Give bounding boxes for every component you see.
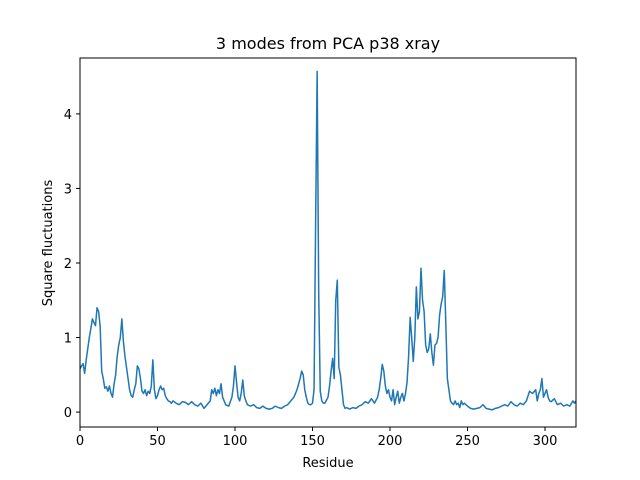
y-tick-label: 0: [64, 406, 72, 421]
y-axis-label: Square fluctuations: [41, 180, 56, 307]
y-tick-label: 3: [64, 182, 72, 197]
x-tick-label: 0: [76, 434, 84, 449]
y-axis: 0 1 2 3 4: [64, 108, 80, 421]
x-axis: 0 50 100 150 200 250 300: [76, 427, 558, 449]
chart-title: 3 modes from PCA p38 xray: [216, 34, 440, 53]
x-tick-label: 50: [149, 434, 166, 449]
y-tick-label: 2: [64, 257, 72, 272]
x-tick-label: 200: [378, 434, 403, 449]
x-tick-label: 100: [223, 434, 248, 449]
plot-area: [79, 70, 577, 411]
x-tick-label: 250: [455, 434, 480, 449]
y-tick-label: 1: [64, 332, 72, 347]
y-tick-label: 4: [64, 108, 72, 123]
series-line-0: [79, 70, 577, 411]
x-tick-label: 150: [300, 434, 325, 449]
plot-frame: [79, 57, 577, 428]
x-tick-label: 300: [533, 434, 558, 449]
x-axis-label: Residue: [302, 456, 353, 471]
